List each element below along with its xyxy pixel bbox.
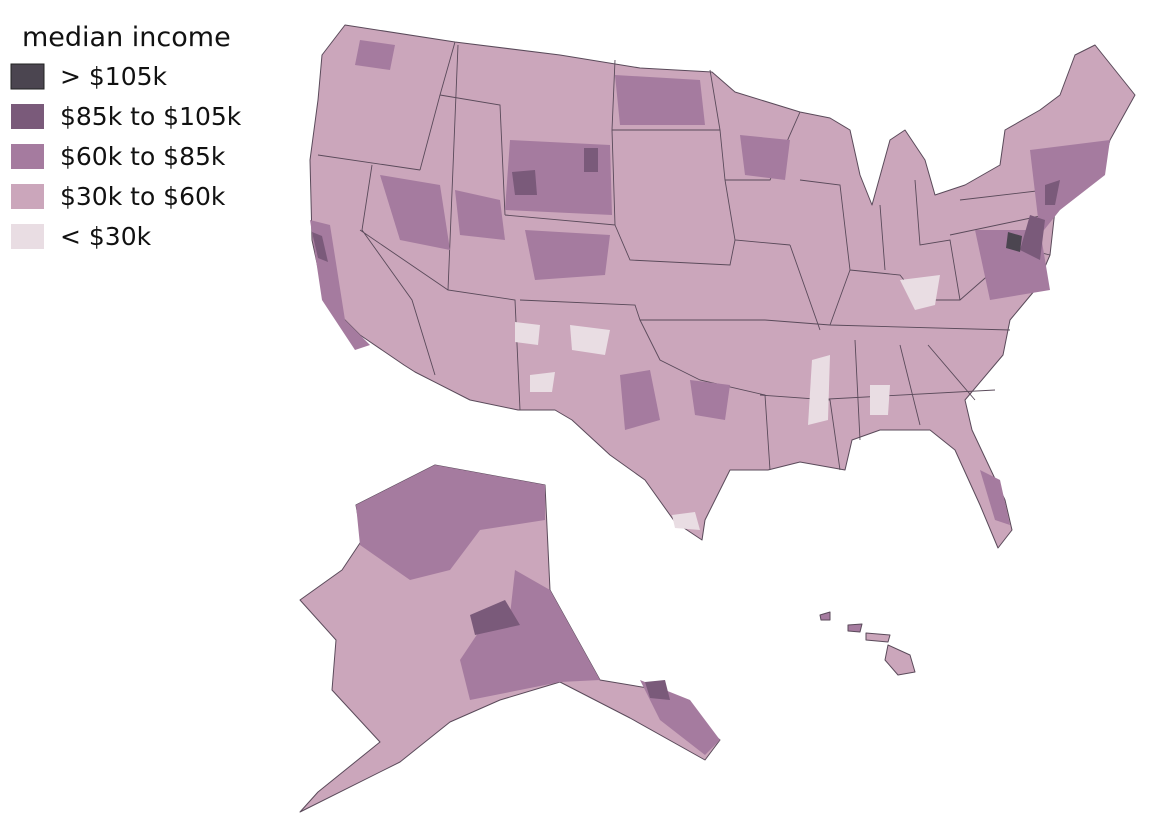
legend-swatch [10, 63, 45, 90]
county-area [645, 680, 670, 700]
county-area [512, 170, 537, 195]
county-area [584, 148, 598, 172]
legend-label: > $105k [60, 62, 168, 91]
county-area [1045, 180, 1060, 205]
legend-swatch [11, 184, 44, 209]
county-area [460, 570, 600, 700]
island [847, 623, 863, 633]
county-area [355, 40, 395, 70]
hawaii [819, 611, 916, 676]
county-area [525, 230, 610, 280]
county-area [530, 372, 555, 392]
legend-label: $30k to $60k [60, 182, 226, 211]
county-area [380, 175, 450, 250]
county-area [690, 380, 730, 420]
legend: median income > $105k $85k to $105k $60k t… [10, 22, 242, 251]
legend-label: $85k to $105k [60, 102, 242, 131]
county-area [740, 135, 790, 180]
county-area [808, 355, 830, 425]
county-area [1030, 140, 1110, 235]
county-area [1020, 215, 1045, 260]
county-area [870, 385, 890, 415]
county-area [515, 322, 540, 345]
legend-swatch [11, 224, 44, 249]
legend-label: $60k to $85k [60, 142, 226, 171]
county-area [672, 512, 700, 530]
geography [299, 24, 1136, 813]
island [865, 632, 891, 643]
county-area [470, 600, 520, 635]
county-area [615, 75, 705, 125]
island [819, 611, 831, 621]
county-area [312, 232, 328, 262]
county-area [980, 470, 1010, 525]
county-area [1006, 232, 1022, 252]
county-area [356, 465, 545, 580]
legend-swatch [11, 144, 44, 169]
legend-title: median income [22, 22, 231, 53]
counties [310, 40, 1110, 530]
county-area [900, 275, 940, 310]
state-borders [317, 41, 1051, 471]
county-area [455, 190, 505, 240]
island [884, 644, 916, 676]
legend-swatch [11, 104, 44, 129]
county-area [620, 370, 660, 430]
legend-label: < $30k [60, 222, 152, 251]
county-area [570, 325, 610, 355]
